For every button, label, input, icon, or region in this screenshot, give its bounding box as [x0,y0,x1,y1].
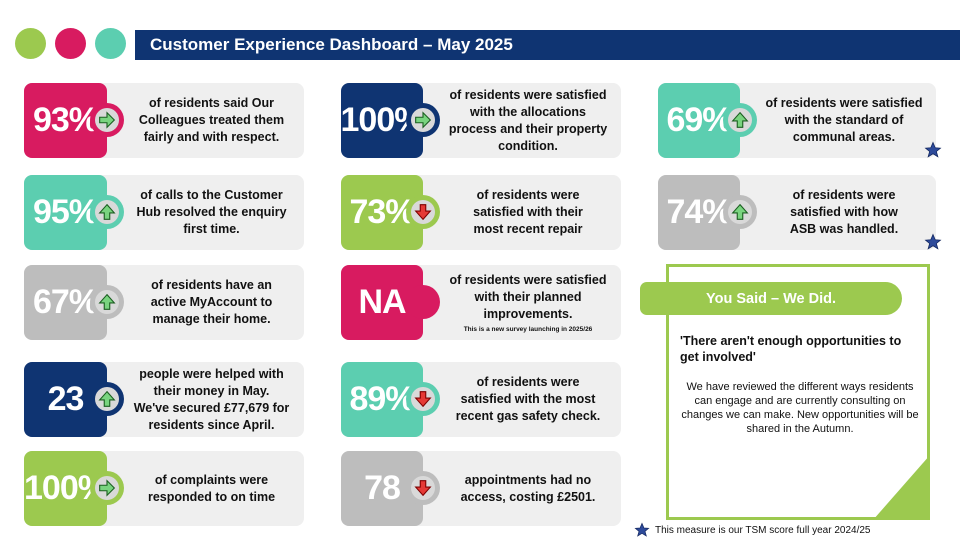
kpi-description: people were helped with their money in Ma… [127,362,296,437]
kpi-description-line: of residents were satisfied [449,272,607,287]
kpi-description: of calls to the Customer Hub resolved the… [127,175,296,250]
decor-dot-green [15,28,46,59]
kpi-connector [90,285,124,319]
kpi-card: 74% of residents were satisfied with how AS… [658,175,942,250]
kpi-connector [406,382,440,416]
kpi-description-line: people were helped with [139,366,284,381]
kpi-description-line: Hub resolved the enquiry [136,205,287,219]
kpi-connector [406,195,440,229]
arrow-down-icon [411,476,435,500]
panel-tab: You Said – We Did. [640,282,902,315]
kpi-connector [90,103,124,137]
kpi-card: 73% of residents were satisfied with their… [341,175,621,250]
kpi-description: of residents have an active MyAccount to m… [127,265,296,340]
kpi-card: 95% of calls to the Customer Hub resolved … [24,175,304,250]
kpi-description-line: of residents said Our [148,96,275,110]
kpi-connector [90,382,124,416]
kpi-description-line: access, costing £2501. [460,489,596,504]
decor-dot-teal [95,28,126,59]
kpi-card: 100% of residents were satisfied with the … [341,83,621,158]
kpi-description-line: first time. [183,222,240,236]
kpi-description-line: manage their home. [152,312,271,326]
kpi-description-line: communal areas. [792,130,896,144]
kpi-connector [90,471,124,505]
kpi-card: 89% of residents were satisfied with the m… [341,362,621,437]
kpi-description-line: with the allocations [470,104,586,119]
kpi-description-line: appointments had no [464,472,592,487]
kpi-description-line: satisfied with how [790,205,898,219]
kpi-description: of residents were satisfied with their mos… [443,175,613,250]
kpi-description-line: of calls to the Customer [140,188,283,202]
kpi-description-line: of residents were [476,188,580,202]
kpi-description-line: of residents were [476,375,580,389]
kpi-description-line: of residents were satisfied [765,96,923,110]
arrow-down-icon [411,200,435,224]
kpi-description: of residents were satisfied with the allo… [443,83,613,158]
kpi-description-line: of residents were [792,188,896,202]
kpi-connector [406,285,440,319]
kpi-description-line: fairly and with respect. [143,130,280,144]
kpi-description-line: with their planned [474,289,582,304]
kpi-description-line: active MyAccount to [150,295,273,309]
kpi-description: of residents said Our Colleagues treated … [127,83,296,158]
kpi-description-line: residents since April. [148,417,275,432]
kpi-card: 67% of residents have an active MyAccount … [24,265,304,340]
kpi-value: 89% [341,362,423,437]
arrow-up-icon [95,387,119,411]
arrow-up-icon [95,200,119,224]
kpi-description: of complaints were responded to on time [127,451,296,526]
kpi-description-line: condition. [498,138,558,153]
kpi-description-line: responded to on time [147,489,276,504]
kpi-card: 100% of complaints were responded to on ti… [24,451,304,526]
kpi-connector [406,103,440,137]
footnote-text: This measure is our TSM score full year … [655,524,871,536]
kpi-description-line: of complaints were [154,472,269,487]
kpi-description-line: most recent repair [473,222,583,236]
kpi-card: NA of residents were satisfied with their … [341,265,621,340]
kpi-card: 69% of residents were satisfied with the s… [658,83,942,158]
decor-dot-pink [55,28,86,59]
footnote: This measure is our TSM score full year … [634,522,870,538]
kpi-card: 93% of residents said Our Colleagues treat… [24,83,304,158]
arrow-right-icon [95,108,119,132]
kpi-description-line: improvements. [483,306,573,321]
star-icon [924,141,942,164]
arrow-right-icon [95,476,119,500]
kpi-description-line: Colleagues treated them [138,113,285,127]
kpi-description-line: ASB was handled. [789,222,899,236]
kpi-connector [406,471,440,505]
kpi-description-line: We've secured £77,679 for [133,400,290,415]
arrow-up-icon [95,290,119,314]
kpi-card: 78 appointments had no access, costing £25… [341,451,621,526]
arrow-up-icon [728,108,752,132]
kpi-connector [723,195,757,229]
kpi-connector [90,195,124,229]
star-icon [924,233,942,256]
arrow-right-icon [411,108,435,132]
kpi-description: appointments had no access, costing £2501… [443,451,613,526]
kpi-description-line: with the standard of [784,113,904,127]
panel-corner-decoration [873,455,930,520]
page-title: Customer Experience Dashboard – May 2025 [135,30,960,60]
panel-body: We have reviewed the different ways resi… [681,381,919,435]
kpi-value: 67% [24,265,107,340]
arrow-up-icon [728,200,752,224]
kpi-connector [723,103,757,137]
arrow-down-icon [411,387,435,411]
kpi-description-line: recent gas safety check. [455,409,601,423]
kpi-note: This is a new survey launching in 2025/2… [463,325,593,333]
kpi-description-line: their money in May. [153,383,270,398]
kpi-description: of residents were satisfied with how ASB w… [760,175,928,250]
star-icon [634,522,650,537]
kpi-description-line: of residents were satisfied [449,87,607,102]
kpi-description: of residents were satisfied with the most… [443,362,613,437]
panel-quote: 'There aren't enough opportunities to ge… [680,334,902,364]
kpi-description-line: of residents have an [151,278,272,292]
kpi-description: of residents were satisfied with their pl… [443,265,613,340]
kpi-description-line: satisfied with the most [460,392,596,406]
kpi-description-line: satisfied with their [473,205,583,219]
kpi-card: 23 people were helped with their money in … [24,362,304,437]
kpi-description: of residents were satisfied with the stan… [760,83,928,158]
kpi-description-line: process and their property [448,121,608,136]
